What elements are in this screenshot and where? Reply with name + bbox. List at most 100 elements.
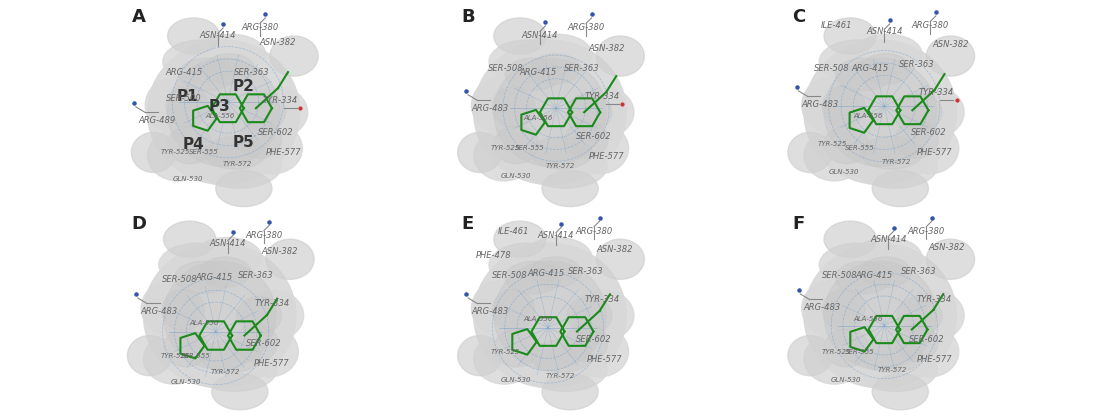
Point xyxy=(788,84,805,91)
Ellipse shape xyxy=(205,54,255,84)
Ellipse shape xyxy=(802,78,859,132)
Text: ARG-415: ARG-415 xyxy=(527,269,564,278)
Ellipse shape xyxy=(788,132,832,173)
Ellipse shape xyxy=(524,237,592,278)
Ellipse shape xyxy=(194,348,277,391)
Point xyxy=(552,220,570,227)
Text: TYR-525: TYR-525 xyxy=(161,353,190,359)
Ellipse shape xyxy=(824,58,936,166)
Ellipse shape xyxy=(860,340,923,373)
Ellipse shape xyxy=(179,58,235,91)
Point xyxy=(458,88,475,94)
Ellipse shape xyxy=(141,281,199,336)
Ellipse shape xyxy=(492,86,535,127)
Text: ASN-382: ASN-382 xyxy=(260,37,296,47)
Ellipse shape xyxy=(145,78,204,132)
Point xyxy=(583,11,601,18)
Ellipse shape xyxy=(490,40,565,83)
Ellipse shape xyxy=(542,171,598,207)
Ellipse shape xyxy=(270,36,318,76)
Ellipse shape xyxy=(596,36,645,76)
Text: SER-363: SER-363 xyxy=(569,267,604,276)
Ellipse shape xyxy=(241,93,286,131)
Ellipse shape xyxy=(804,40,957,184)
Ellipse shape xyxy=(175,261,231,294)
Ellipse shape xyxy=(854,34,922,75)
Ellipse shape xyxy=(236,297,282,334)
Ellipse shape xyxy=(494,221,546,257)
Ellipse shape xyxy=(197,145,280,188)
Text: P1: P1 xyxy=(177,89,198,104)
Text: ASN-414: ASN-414 xyxy=(209,239,246,248)
Text: PHE-577: PHE-577 xyxy=(266,148,301,157)
Point xyxy=(923,214,940,221)
Text: SER-500: SER-500 xyxy=(166,94,201,103)
Ellipse shape xyxy=(524,348,607,391)
Text: ARG-380: ARG-380 xyxy=(241,24,278,32)
Text: TYR-334: TYR-334 xyxy=(254,299,289,308)
Ellipse shape xyxy=(835,58,891,91)
Text: ARG-380: ARG-380 xyxy=(245,231,283,240)
Ellipse shape xyxy=(804,243,957,388)
Ellipse shape xyxy=(492,289,535,331)
Text: ASN-382: ASN-382 xyxy=(932,39,969,48)
Text: GLN-530: GLN-530 xyxy=(829,170,859,176)
Text: SER-363: SER-363 xyxy=(238,271,274,280)
Text: B: B xyxy=(462,8,475,26)
Text: TYR-572: TYR-572 xyxy=(546,373,574,379)
Ellipse shape xyxy=(505,58,561,91)
Text: ASN-382: ASN-382 xyxy=(262,247,298,256)
Point xyxy=(292,105,309,112)
Ellipse shape xyxy=(241,326,298,377)
Ellipse shape xyxy=(472,78,529,132)
Ellipse shape xyxy=(872,171,928,207)
Ellipse shape xyxy=(530,340,592,373)
Text: PHE-577: PHE-577 xyxy=(916,355,953,364)
Ellipse shape xyxy=(458,132,502,173)
Ellipse shape xyxy=(494,126,539,164)
Ellipse shape xyxy=(147,40,300,184)
Text: SER-555: SER-555 xyxy=(845,349,875,354)
Point xyxy=(125,100,143,107)
Ellipse shape xyxy=(167,126,212,164)
Text: ARG-380: ARG-380 xyxy=(912,21,949,30)
Text: SER-555: SER-555 xyxy=(180,353,210,359)
Point xyxy=(256,11,274,18)
Ellipse shape xyxy=(235,323,277,362)
Text: ARG-380: ARG-380 xyxy=(908,227,945,236)
Point xyxy=(128,291,145,298)
Ellipse shape xyxy=(143,243,296,388)
Text: PHE-577: PHE-577 xyxy=(588,152,624,161)
Ellipse shape xyxy=(565,121,608,158)
Ellipse shape xyxy=(211,374,268,410)
Ellipse shape xyxy=(194,237,262,278)
Text: SER-555: SER-555 xyxy=(189,150,219,155)
Ellipse shape xyxy=(474,40,626,184)
Text: PHE-577: PHE-577 xyxy=(254,359,289,368)
Text: ARG-489: ARG-489 xyxy=(139,116,176,125)
Ellipse shape xyxy=(596,239,645,279)
Text: ARG-380: ARG-380 xyxy=(568,24,605,32)
Ellipse shape xyxy=(898,93,942,131)
Text: ARG-483: ARG-483 xyxy=(802,100,838,109)
Text: ARG-483: ARG-483 xyxy=(141,307,178,316)
Text: TYR-572: TYR-572 xyxy=(223,161,253,168)
Ellipse shape xyxy=(835,261,891,294)
Text: SER-555: SER-555 xyxy=(515,145,544,151)
Text: D: D xyxy=(131,215,146,233)
Ellipse shape xyxy=(147,130,209,181)
Ellipse shape xyxy=(804,130,865,181)
Point xyxy=(591,214,608,221)
Text: SER-602: SER-602 xyxy=(909,335,944,344)
Text: GLN-530: GLN-530 xyxy=(500,173,531,179)
Point xyxy=(458,291,475,298)
Ellipse shape xyxy=(824,126,869,164)
Text: GLN-530: GLN-530 xyxy=(500,377,531,383)
Text: ARG-483: ARG-483 xyxy=(803,303,840,312)
Text: TYR-572: TYR-572 xyxy=(878,367,908,373)
Text: ILE-461: ILE-461 xyxy=(498,227,529,236)
Text: PHE-577: PHE-577 xyxy=(916,148,953,157)
Ellipse shape xyxy=(158,243,235,286)
Text: SER-602: SER-602 xyxy=(576,335,612,344)
Ellipse shape xyxy=(802,281,859,336)
